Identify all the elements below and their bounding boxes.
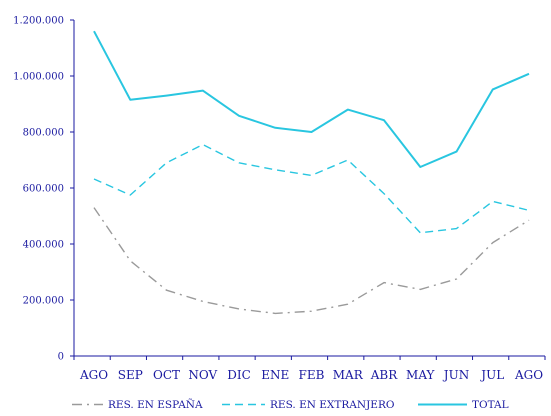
x-tick-label: FEB xyxy=(299,368,325,382)
chart-axes xyxy=(73,20,545,357)
y-tick-label: 1.200.000 xyxy=(13,16,64,27)
series-line-2 xyxy=(93,143,530,234)
legend-label-1: RES. EN ESPAÑA xyxy=(108,397,203,411)
y-tick-label: 0 xyxy=(58,352,64,363)
legend-label-2: RES. EN EXTRANJERO xyxy=(270,399,395,411)
y-tick-label: 200.000 xyxy=(23,296,64,307)
x-tick-label: AGO xyxy=(79,368,108,382)
series-line-1 xyxy=(93,207,530,315)
y-tick-label: 600.000 xyxy=(23,184,64,195)
legend-label-3: TOTAL xyxy=(472,399,509,411)
y-tick-label: 1.000.000 xyxy=(13,72,64,83)
series-line-3 xyxy=(93,30,530,168)
legend: RES. EN ESPAÑA RES. EN EXTRANJERO TOTAL xyxy=(72,397,509,411)
series-lines xyxy=(93,30,530,315)
y-tick-label: 400.000 xyxy=(23,240,64,251)
x-tick-label: JUN xyxy=(442,368,469,382)
x-axis-ticks: AGO SEP OCT NOV DIC ENE FEB MAR ABR MAY JUN JUL AGO xyxy=(73,356,546,382)
y-axis-ticks: 0 200.000 400.000 600.000 800.000 1.000.000 1.… xyxy=(13,16,74,363)
y-tick-label: 800.000 xyxy=(23,128,64,139)
x-tick-label: ENE xyxy=(261,368,289,382)
x-tick-label: ABR xyxy=(370,368,398,382)
x-tick-label: MAY xyxy=(406,368,435,382)
x-tick-label: SEP xyxy=(118,368,143,382)
x-tick-label: AGO xyxy=(514,368,543,382)
x-tick-label: DIC xyxy=(227,368,251,382)
x-tick-label: MAR xyxy=(333,368,364,382)
x-tick-label: NOV xyxy=(188,368,217,382)
x-tick-label: JUL xyxy=(479,368,504,382)
x-tick-label: OCT xyxy=(153,368,180,382)
